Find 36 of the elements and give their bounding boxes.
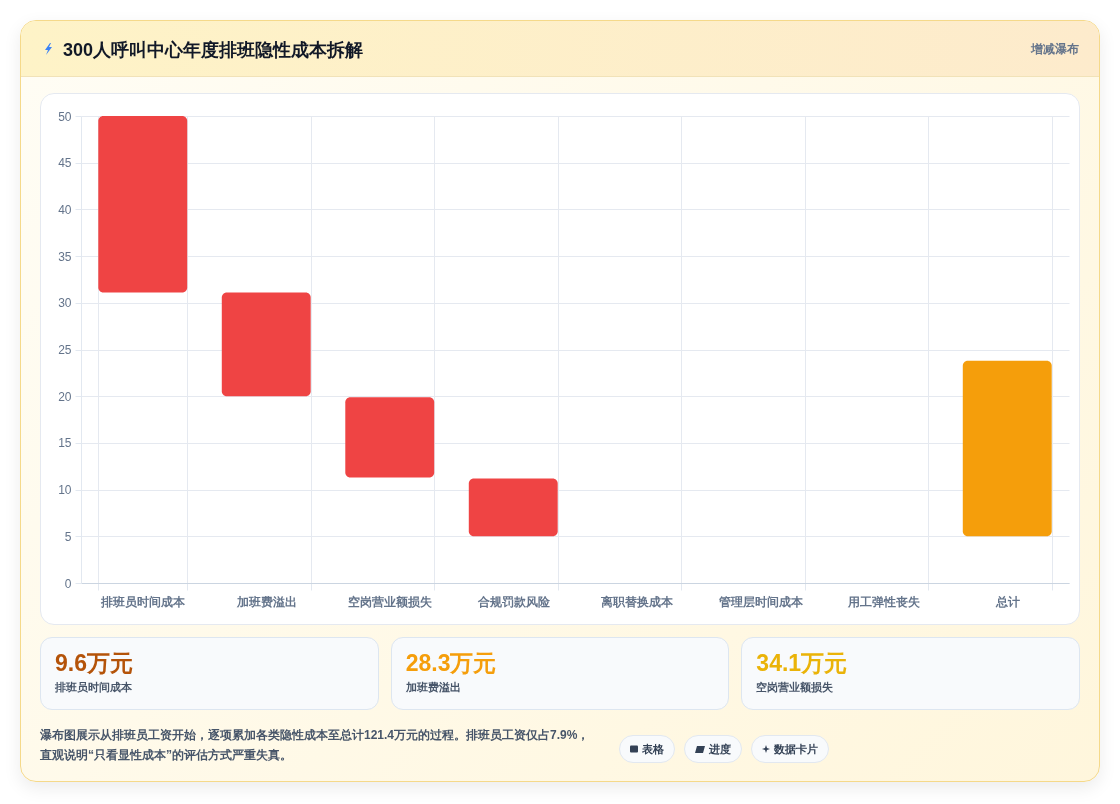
x-tick-label: 用工弹性丧失: [847, 594, 922, 609]
x-tick-label: 离职替换成本: [600, 594, 675, 609]
y-tick-label: 20: [58, 389, 72, 404]
text: 瀑布图展示从排班员工资开始，逐项累加各类隐性成本至总计121.4万元的过程。排班员工资仅占7.9%，直观说明“只看显性成本”的评估方式严重失真。: [40, 727, 591, 764]
y-tick-label: 35: [58, 249, 72, 264]
text: 表格: [642, 741, 664, 757]
x-tick-label: 空岗营业额损失: [348, 594, 434, 609]
x-tick-label: 加班费溢出: [235, 594, 297, 609]
text: 加班费溢出: [405, 680, 462, 695]
x-tick-label: 总计: [994, 594, 1020, 609]
text: 数据卡片: [774, 741, 818, 757]
text: 进度: [709, 741, 731, 757]
y-tick-label: 40: [58, 202, 72, 217]
chart-subtitle: 增减瀑布: [1031, 41, 1079, 58]
bar: [98, 116, 188, 293]
y-tick-label: 5: [64, 529, 72, 544]
y-tick-label: 45: [58, 156, 72, 171]
bar: [468, 478, 558, 537]
text: 28.3万元: [405, 649, 498, 678]
y-tick-label: 50: [58, 109, 72, 124]
x-tick-label: 排班员时间成本: [100, 594, 187, 609]
text: 空岗营业额损失: [756, 680, 835, 695]
bar: [962, 360, 1052, 537]
text: 9.6万元: [55, 649, 134, 678]
y-tick-label: 25: [58, 343, 72, 357]
y-tick-label: 10: [58, 483, 72, 498]
text: 34.1万元: [756, 649, 849, 678]
text: 排班员时间成本: [55, 680, 133, 695]
y-tick-label: 30: [58, 296, 72, 311]
y-tick-label: 0: [64, 576, 72, 591]
y-tick-label: 15: [58, 436, 72, 451]
x-tick-label: 合规罚款风险: [476, 594, 551, 609]
bar: [345, 397, 435, 478]
x-tick-label: 管理层时间成本: [717, 594, 804, 609]
chart-title: 300人呼叫中心年度排班隐性成本拆解: [63, 39, 364, 62]
bar: [221, 292, 311, 397]
